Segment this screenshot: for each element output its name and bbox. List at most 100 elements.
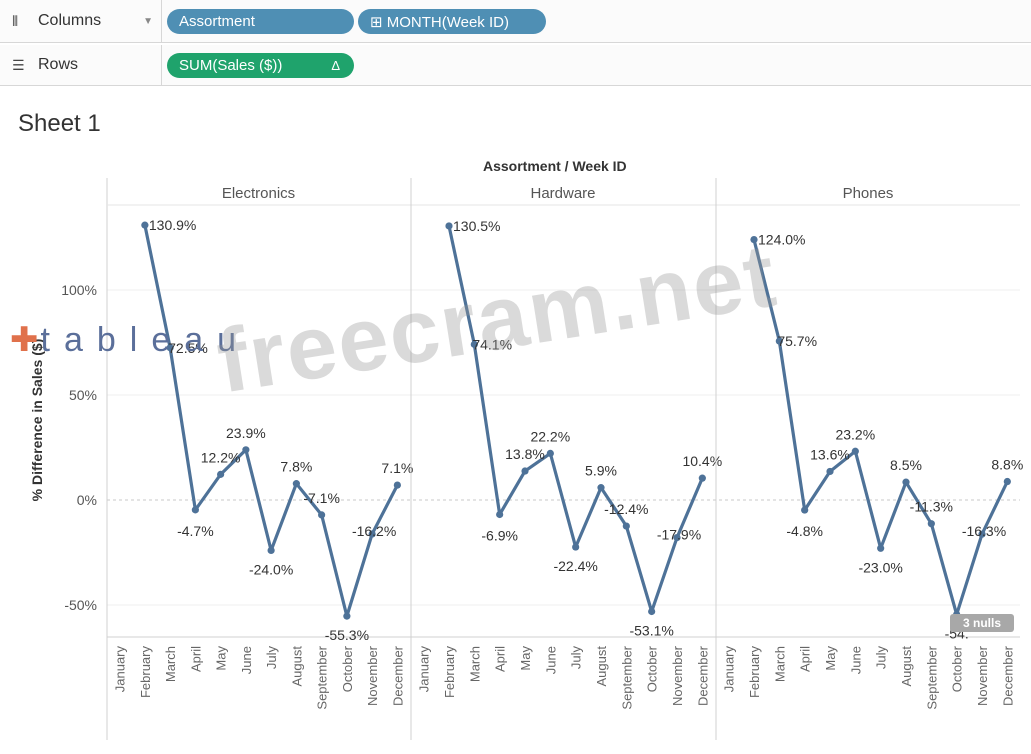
rows-label-text: Rows (38, 56, 79, 73)
data-label: 5.9% (585, 463, 617, 479)
data-point (851, 447, 859, 455)
data-label: -16.3% (962, 523, 1006, 539)
data-point (572, 543, 580, 551)
data-label: -7.1% (303, 490, 340, 506)
x-tick-label: September (924, 645, 939, 709)
chevron-down-icon[interactable]: ▼ (143, 15, 153, 27)
data-point (775, 337, 783, 345)
y-tick-label: 100% (61, 282, 97, 298)
data-label: -12.4% (604, 501, 648, 517)
x-tick-label: September (315, 645, 330, 709)
data-label: 10.4% (682, 453, 722, 469)
panel-header-electronics: Electronics (222, 185, 295, 202)
data-point (902, 478, 910, 486)
x-tick-label: February (138, 646, 153, 699)
x-tick-label: November (365, 645, 380, 706)
data-point (826, 467, 834, 476)
data-point (622, 522, 630, 530)
x-tick-label: March (467, 646, 482, 682)
data-point (927, 520, 935, 528)
x-tick-label: April (188, 646, 203, 672)
data-label: 23.9% (226, 425, 266, 441)
x-tick-label: December (1000, 645, 1015, 706)
data-point (393, 481, 401, 489)
columns-shelf-label: ⦀ Columns ▼ (0, 0, 162, 42)
data-label: -17.9% (657, 527, 701, 543)
data-label: 124.0% (758, 232, 805, 248)
rows-shelf-label: ☰ Rows (0, 45, 162, 85)
x-tick-label: January (722, 646, 737, 693)
data-label: 13.6% (810, 446, 850, 462)
columns-shelf: ⦀ Columns ▼ Assortment ⊞ MONTH(Week ID) (0, 0, 1031, 43)
data-label: 8.8% (991, 457, 1023, 473)
data-point (597, 484, 605, 492)
x-tick-label: March (772, 646, 787, 682)
data-label: 75.7% (777, 333, 817, 349)
sum-sales-pill-label: SUM(Sales ($)) (179, 57, 283, 74)
data-point (470, 340, 478, 348)
data-point (191, 506, 199, 514)
x-tick-label: October (950, 645, 965, 692)
y-axis-title: % Difference in Sales ($) (29, 339, 45, 502)
data-point (698, 474, 706, 482)
data-point (546, 449, 554, 457)
x-tick-label: December (390, 645, 405, 706)
x-tick-label: June (239, 646, 254, 674)
x-tick-label: October (645, 645, 660, 692)
data-label: -4.7% (177, 523, 214, 539)
panel-header-hardware: Hardware (530, 185, 595, 202)
data-point (318, 511, 326, 519)
nulls-badge (950, 614, 1014, 632)
x-tick-label: August (899, 646, 914, 687)
x-tick-label: August (289, 646, 304, 687)
data-point (521, 467, 529, 475)
data-label: -23.0% (858, 559, 902, 575)
series-line-phones (752, 239, 1009, 617)
data-point (343, 612, 351, 620)
series-line-electronics (143, 224, 399, 618)
chart-column-title: Assortment / Week ID (483, 158, 627, 174)
month-week-id-pill[interactable]: ⊞ MONTH(Week ID) (358, 9, 546, 34)
data-label: 7.8% (280, 459, 312, 475)
panel-header-phones: Phones (843, 185, 894, 202)
data-label: 23.2% (835, 426, 875, 442)
data-point (368, 530, 376, 538)
rows-icon: ☰ (12, 56, 25, 73)
delta-icon: Δ (331, 58, 340, 73)
columns-icon: ⦀ (12, 12, 19, 29)
data-label: 72.5% (168, 340, 208, 356)
x-tick-label: July (569, 646, 584, 670)
data-point (673, 533, 681, 542)
x-tick-label: November (975, 645, 990, 706)
x-tick-label: March (163, 646, 178, 682)
data-point (242, 446, 250, 454)
data-label: 13.8% (505, 446, 545, 462)
x-tick-label: August (594, 646, 609, 687)
data-label: -24.0% (249, 561, 293, 577)
data-point (445, 222, 453, 230)
data-label: -55.3% (325, 627, 369, 643)
data-label: 8.5% (890, 457, 922, 473)
y-tick-label: 50% (69, 387, 97, 403)
x-tick-label: May (214, 646, 229, 671)
x-tick-label: May (518, 646, 533, 671)
data-label: -6.9% (481, 527, 518, 543)
data-point (496, 510, 504, 519)
x-tick-label: January (417, 646, 432, 693)
x-tick-label: May (823, 646, 838, 671)
x-tick-label: April (798, 646, 813, 672)
x-tick-label: July (874, 646, 889, 670)
data-point (978, 530, 986, 538)
x-tick-label: December (695, 645, 710, 706)
x-tick-label: February (442, 646, 457, 699)
x-tick-label: June (543, 646, 558, 674)
sum-sales-pill[interactable]: SUM(Sales ($)) Δ (167, 53, 354, 78)
assortment-pill[interactable]: Assortment (167, 9, 354, 34)
data-label: 74.1% (472, 336, 512, 352)
y-tick-label: 0% (77, 492, 97, 508)
data-point (750, 236, 758, 244)
data-label: -4.8% (786, 523, 823, 539)
x-tick-label: June (848, 646, 863, 674)
data-point (292, 480, 300, 488)
